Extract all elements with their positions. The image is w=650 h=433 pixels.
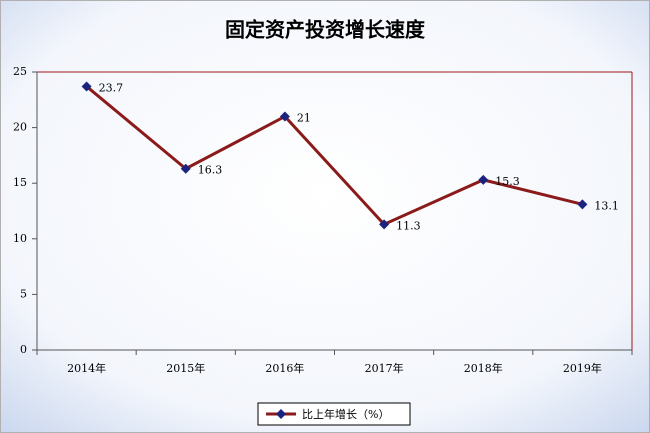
y-tick-label: 5 — [20, 287, 27, 300]
data-label: 13.1 — [594, 199, 619, 212]
y-tick-label: 10 — [13, 232, 27, 245]
data-point — [577, 199, 588, 210]
y-tick-label: 0 — [20, 343, 27, 356]
data-label: 15.3 — [495, 175, 520, 188]
legend-marker — [276, 409, 286, 419]
data-point — [180, 163, 191, 174]
x-tick-label: 2017年 — [365, 361, 404, 375]
x-tick-label: 2014年 — [67, 361, 106, 375]
x-tick-label: 2019年 — [563, 361, 602, 375]
y-tick-label: 25 — [13, 65, 27, 78]
y-tick-label: 15 — [13, 176, 27, 189]
data-point — [81, 81, 92, 92]
data-label: 11.3 — [396, 219, 421, 232]
data-point — [478, 174, 489, 185]
data-point — [379, 219, 390, 230]
y-tick-label: 20 — [13, 121, 27, 134]
legend-box — [257, 402, 411, 426]
data-label: 23.7 — [99, 81, 124, 94]
series-line — [85, 85, 583, 227]
x-tick-label: 2015年 — [166, 361, 205, 375]
data-label: 16.3 — [198, 164, 223, 177]
data-point — [279, 111, 290, 122]
x-tick-label: 2018年 — [464, 361, 503, 375]
chart-title: 固定资产投资增长速度 — [225, 18, 426, 42]
x-tick-label: 2016年 — [265, 361, 304, 375]
legend-label: 比上年增长（%） — [302, 407, 389, 421]
data-label: 21 — [297, 111, 311, 124]
